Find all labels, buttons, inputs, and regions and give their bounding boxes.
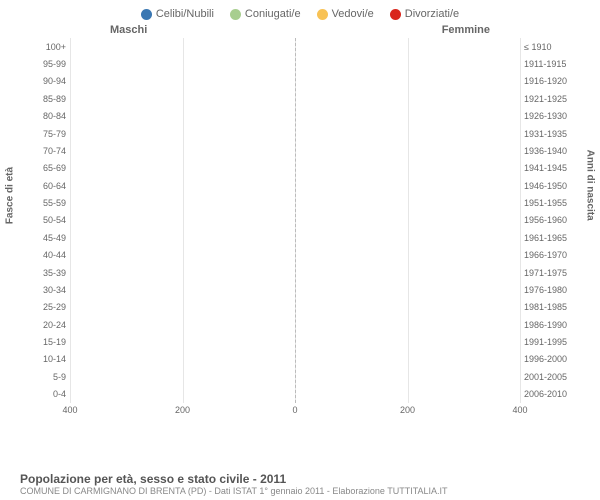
birth-year-label: 1941-1945 xyxy=(524,163,576,173)
age-row: 90-941916-1920 xyxy=(70,73,520,90)
age-row: 10-141996-2000 xyxy=(70,351,520,368)
grid-line xyxy=(520,38,521,403)
age-row: 85-891921-1925 xyxy=(70,90,520,107)
age-label: 50-54 xyxy=(32,215,66,225)
legend-item: Divorziati/e xyxy=(390,8,459,20)
y-axis-label-right: Anni di nascita xyxy=(585,150,596,221)
birth-year-label: 2006-2010 xyxy=(524,389,576,399)
birth-year-label: 1956-1960 xyxy=(524,215,576,225)
birth-year-label: 1961-1965 xyxy=(524,233,576,243)
age-row: 40-441966-1970 xyxy=(70,247,520,264)
chart-subtitle: COMUNE DI CARMIGNANO DI BRENTA (PD) - Da… xyxy=(20,486,580,496)
birth-year-label: 2001-2005 xyxy=(524,372,576,382)
birth-year-label: 1991-1995 xyxy=(524,337,576,347)
age-label: 90-94 xyxy=(32,76,66,86)
birth-year-label: 1916-1920 xyxy=(524,76,576,86)
chart-title: Popolazione per età, sesso e stato civil… xyxy=(20,472,580,486)
age-row: 75-791931-1935 xyxy=(70,125,520,142)
age-label: 45-49 xyxy=(32,233,66,243)
age-label: 80-84 xyxy=(32,111,66,121)
legend-item: Celibi/Nubili xyxy=(141,8,214,20)
age-row: 30-341976-1980 xyxy=(70,281,520,298)
age-row: 100+≤ 1910 xyxy=(70,38,520,55)
age-row: 35-391971-1975 xyxy=(70,264,520,281)
birth-year-label: 1966-1970 xyxy=(524,250,576,260)
x-tick: 0 xyxy=(292,405,297,415)
age-row: 15-191991-1995 xyxy=(70,333,520,350)
legend: Celibi/Nubili Coniugati/e Vedovi/e Divorzia… xyxy=(0,0,600,24)
age-row: 25-291981-1985 xyxy=(70,299,520,316)
birth-year-label: 1971-1975 xyxy=(524,268,576,278)
age-label: 5-9 xyxy=(32,372,66,382)
age-row: 55-591951-1955 xyxy=(70,194,520,211)
birth-year-label: 1981-1985 xyxy=(524,302,576,312)
birth-year-label: 1921-1925 xyxy=(524,94,576,104)
x-tick: 400 xyxy=(62,405,77,415)
legend-item: Coniugati/e xyxy=(230,8,301,20)
legend-label: Celibi/Nubili xyxy=(156,8,214,20)
legend-label: Divorziati/e xyxy=(405,8,459,20)
age-label: 30-34 xyxy=(32,285,66,295)
birth-year-label: ≤ 1910 xyxy=(524,42,576,52)
age-row: 50-541956-1960 xyxy=(70,212,520,229)
birth-year-label: 1931-1935 xyxy=(524,129,576,139)
age-label: 60-64 xyxy=(32,181,66,191)
legend-label: Coniugati/e xyxy=(245,8,301,20)
age-label: 75-79 xyxy=(32,129,66,139)
age-label: 65-69 xyxy=(32,163,66,173)
birth-year-label: 1936-1940 xyxy=(524,146,576,156)
age-label: 10-14 xyxy=(32,354,66,364)
age-label: 100+ xyxy=(32,42,66,52)
females-label: Femmine xyxy=(442,24,490,36)
y-axis-label-left: Fasce di età xyxy=(5,167,16,224)
age-row: 95-991911-1915 xyxy=(70,55,520,72)
birth-year-label: 1976-1980 xyxy=(524,285,576,295)
age-row: 20-241986-1990 xyxy=(70,316,520,333)
age-row: 0-42006-2010 xyxy=(70,386,520,403)
plot: 100+≤ 191095-991911-191590-941916-192085… xyxy=(70,38,520,403)
birth-year-label: 1911-1915 xyxy=(524,59,576,69)
rows: 100+≤ 191095-991911-191590-941916-192085… xyxy=(70,38,520,403)
chart-area: Fasce di età Anni di nascita 100+≤ 19109… xyxy=(20,38,580,428)
age-label: 35-39 xyxy=(32,268,66,278)
legend-dot xyxy=(230,9,241,20)
x-tick: 400 xyxy=(512,405,527,415)
x-axis: 4002000200400 xyxy=(70,403,520,428)
x-tick: 200 xyxy=(175,405,190,415)
legend-dot xyxy=(317,9,328,20)
side-labels: Maschi Femmine xyxy=(0,24,600,36)
x-tick: 200 xyxy=(400,405,415,415)
birth-year-label: 1951-1955 xyxy=(524,198,576,208)
age-row: 65-691941-1945 xyxy=(70,160,520,177)
males-label: Maschi xyxy=(110,24,147,36)
age-label: 20-24 xyxy=(32,320,66,330)
age-label: 25-29 xyxy=(32,302,66,312)
age-row: 5-92001-2005 xyxy=(70,368,520,385)
age-row: 70-741936-1940 xyxy=(70,142,520,159)
birth-year-label: 1986-1990 xyxy=(524,320,576,330)
age-row: 45-491961-1965 xyxy=(70,229,520,246)
legend-dot xyxy=(390,9,401,20)
age-label: 85-89 xyxy=(32,94,66,104)
footer: Popolazione per età, sesso e stato civil… xyxy=(20,472,580,496)
legend-label: Vedovi/e xyxy=(332,8,374,20)
age-label: 95-99 xyxy=(32,59,66,69)
age-row: 80-841926-1930 xyxy=(70,108,520,125)
birth-year-label: 1946-1950 xyxy=(524,181,576,191)
age-label: 0-4 xyxy=(32,389,66,399)
birth-year-label: 1996-2000 xyxy=(524,354,576,364)
age-label: 40-44 xyxy=(32,250,66,260)
legend-item: Vedovi/e xyxy=(317,8,374,20)
age-label: 15-19 xyxy=(32,337,66,347)
age-row: 60-641946-1950 xyxy=(70,177,520,194)
age-label: 70-74 xyxy=(32,146,66,156)
birth-year-label: 1926-1930 xyxy=(524,111,576,121)
legend-dot xyxy=(141,9,152,20)
age-label: 55-59 xyxy=(32,198,66,208)
